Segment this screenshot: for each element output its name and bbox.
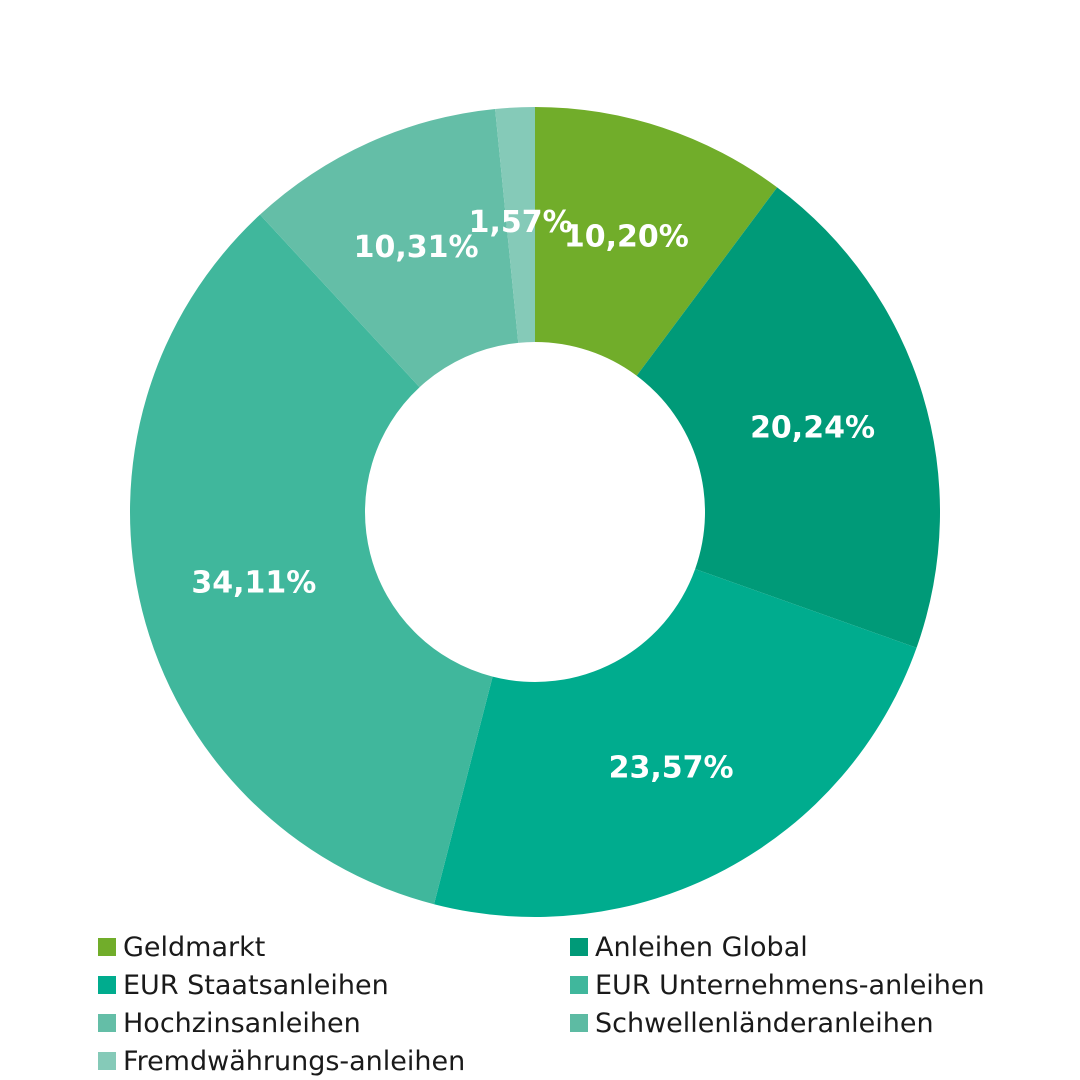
legend-item: EUR Unternehmens-anleihen [570,966,1038,1004]
legend-label: Schwellenländeranleihen [595,1007,934,1039]
legend-swatch [570,938,588,956]
slice-value-label: 10,20% [564,219,689,254]
legend-label: Fremdwährungs-anleihen [123,1045,466,1077]
donut-slice [636,187,941,648]
legend-item: Hochzinsanleihen [98,1004,570,1042]
legend-item: EUR Staatsanleihen [98,966,570,1004]
legend-label: Geldmarkt [123,931,266,963]
legend-swatch [570,976,588,994]
legend-item: Geldmarkt [98,928,570,966]
legend-label: Anleihen Global [595,931,808,963]
donut-slice [434,568,917,917]
legend-swatch [98,976,116,994]
slice-value-label: 20,24% [750,410,875,445]
legend-item: Schwellenländeranleihen [570,1004,1038,1042]
legend-label: Hochzinsanleihen [123,1007,361,1039]
legend-swatch [570,1014,588,1032]
legend-swatch [98,1014,116,1032]
slice-labels: 10,20% 20,24% 23,57% 34,11% 10,31%1,57% [191,205,875,786]
donut-slice [535,107,778,376]
legend-item: Anleihen Global [570,928,1038,966]
legend-swatch [98,1052,116,1070]
legend-label: EUR Staatsanleihen [123,969,389,1001]
slice-value-label: 23,57% [609,751,734,786]
donut-slice [495,107,535,343]
legend-item: Fremdwährungs-anleihen [98,1042,570,1080]
legend-swatch [98,938,116,956]
donut-slices [129,107,941,917]
legend-label: EUR Unternehmens-anleihen [595,969,985,1001]
chart-legend: Geldmarkt Anleihen Global EUR Staatsanleih… [98,928,1038,1080]
donut-slice [129,214,493,905]
slice-value-label: 1,57% [469,205,573,240]
slice-value-label: 34,11% [191,565,316,600]
slice-value-label: 10,31% [354,230,479,265]
donut-slice [259,108,519,388]
